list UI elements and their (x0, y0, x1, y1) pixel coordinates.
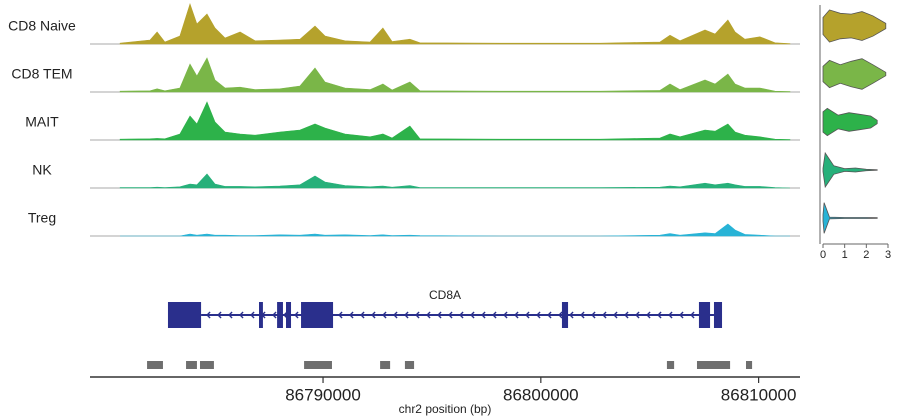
strand-arrow (536, 311, 541, 319)
strand-arrow (437, 311, 442, 319)
track-label: CD8 TEM (11, 66, 72, 82)
strand-arrow (569, 311, 574, 319)
strand-arrow (349, 311, 354, 319)
peak (666, 361, 675, 369)
exon (301, 302, 334, 328)
strand-arrow (338, 311, 343, 319)
strand-arrow (228, 311, 233, 319)
x-tick-label: 86800000 (503, 385, 579, 404)
coverage-area (120, 223, 790, 237)
strand-arrow (624, 311, 629, 319)
strand-arrow (426, 311, 431, 319)
strand-arrow (459, 311, 464, 319)
peak (380, 361, 391, 369)
peak (186, 361, 197, 369)
strand-arrow (492, 311, 497, 319)
strand-arrow (217, 311, 222, 319)
exon (259, 302, 263, 328)
strand-arrow (646, 311, 651, 319)
exon (698, 302, 711, 328)
exon (286, 302, 292, 328)
strand-arrow (514, 311, 519, 319)
strand-arrow (239, 311, 244, 319)
violin-tick-label: 0 (820, 249, 826, 261)
gene-label: CD8A (429, 288, 461, 302)
peak (304, 361, 332, 369)
exon (713, 302, 723, 328)
violin-tick-label: 2 (863, 249, 869, 261)
strand-arrow (690, 311, 695, 319)
exon (277, 302, 283, 328)
track-label: Treg (28, 210, 56, 226)
strand-arrow (525, 311, 530, 319)
strand-arrow (635, 311, 640, 319)
violin-tick-label: 1 (842, 249, 848, 261)
strand-arrow (393, 311, 398, 319)
strand-arrow (360, 311, 365, 319)
exon (561, 302, 569, 328)
strand-arrow (503, 311, 508, 319)
x-axis-label: chr2 position (bp) (399, 402, 492, 416)
violin (822, 58, 887, 90)
peak (696, 361, 731, 369)
track-label: CD8 Naive (8, 18, 76, 34)
strand-arrow (371, 311, 376, 319)
strand-arrow (613, 311, 618, 319)
strand-arrow (558, 311, 563, 319)
strand-arrow (404, 311, 409, 319)
violin (822, 107, 878, 137)
peak (199, 361, 214, 369)
strand-arrow (580, 311, 585, 319)
track-label: NK (32, 162, 52, 178)
strand-arrow (250, 311, 255, 319)
strand-arrow (591, 311, 596, 319)
strand-arrow (272, 311, 277, 319)
strand-arrow (602, 311, 607, 319)
peak (147, 361, 163, 369)
strand-arrow (657, 311, 662, 319)
x-tick-label: 86790000 (285, 385, 361, 404)
x-tick-label: 86810000 (721, 385, 797, 404)
coverage-area (119, 57, 791, 93)
exon (167, 302, 202, 328)
peak (404, 361, 415, 369)
strand-arrow (206, 311, 211, 319)
violin (822, 9, 887, 43)
violin (822, 151, 878, 189)
coverage-area (119, 3, 791, 45)
violin-tick-label: 3 (885, 249, 891, 261)
strand-arrow (547, 311, 552, 319)
strand-arrow (470, 311, 475, 319)
strand-arrow (415, 311, 420, 319)
strand-arrow (679, 311, 684, 319)
strand-arrow (382, 311, 387, 319)
strand-arrow (481, 311, 486, 319)
peak (745, 361, 753, 369)
coverage-area (119, 173, 791, 189)
strand-arrow (294, 311, 299, 319)
track-label: MAIT (25, 114, 59, 130)
violin (822, 202, 878, 234)
coverage-area (119, 101, 791, 141)
strand-arrow (448, 311, 453, 319)
strand-arrow (668, 311, 673, 319)
